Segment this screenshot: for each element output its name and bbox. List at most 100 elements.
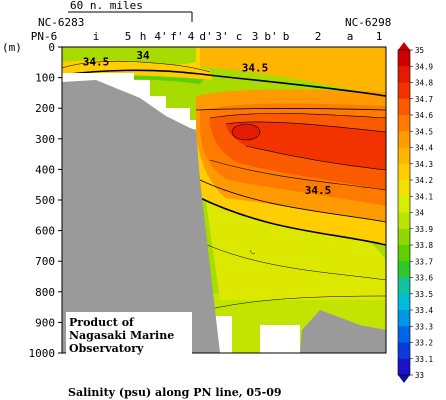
colorbar-swatch xyxy=(398,82,410,100)
colorbar-tick-label: 33.5 xyxy=(415,290,433,299)
station-labels: PN-6 i 5 h 4' f' 4 d' 3' c 3 b' b 2 a 1 xyxy=(31,30,383,43)
colorbar-swatch xyxy=(398,277,410,295)
contour-label: 34.5 xyxy=(242,61,269,74)
colorbar-tick-label: 33.8 xyxy=(415,241,434,250)
station-label: 2 xyxy=(315,30,322,43)
seafloor-topography-east xyxy=(300,310,386,353)
colorbar-tick-label: 33 xyxy=(415,371,424,380)
colorbar-tick-label: 33.1 xyxy=(415,355,433,364)
contour-label: 34.5 xyxy=(305,184,332,197)
contour-value-labels: 34.5 34 34.5 34.5 xyxy=(83,49,332,197)
contour-34-6-lower xyxy=(199,179,386,223)
colorbar-swatch xyxy=(398,50,410,67)
credit-line-1: Product of xyxy=(69,316,135,329)
colorbar-tick-label: 33.9 xyxy=(415,225,433,234)
contour-34-7-lower xyxy=(209,159,386,191)
colorbar-swatch xyxy=(398,228,410,246)
depth-tick-label: 100 xyxy=(35,72,55,85)
colorbar-swatch xyxy=(398,115,410,132)
station-label: h xyxy=(140,30,147,43)
colorbar-swatch xyxy=(398,342,410,360)
contour-34-6-upper xyxy=(195,108,386,111)
colorbar-tick-label: 34.3 xyxy=(415,160,433,169)
depth-tick-label: 600 xyxy=(35,225,55,238)
colorbar-swatch xyxy=(398,310,410,327)
depth-tick-label: 200 xyxy=(35,102,55,115)
y-axis-unit-label: (m) xyxy=(2,41,22,54)
colorbar-tick-label: 35 xyxy=(415,46,424,55)
plot-area xyxy=(62,47,386,353)
plot-frame xyxy=(61,46,387,354)
no-data-mask-trench xyxy=(260,325,300,353)
colorbar-swatch xyxy=(398,98,410,116)
colorbar-swatch xyxy=(398,131,410,148)
depth-tick-labels: 0 100 200 300 400 500 600 700 800 900 1000 xyxy=(29,41,62,360)
station-label: d' xyxy=(199,30,212,43)
colorbar-swatch xyxy=(398,66,410,83)
colorbar-tick-label: 34 xyxy=(415,209,425,218)
contour-34-2 xyxy=(205,295,386,311)
colorbar-swatch xyxy=(398,163,410,181)
contour-34-5-deep xyxy=(195,195,386,246)
credit-line-2: Nagasaki Marine xyxy=(69,329,174,342)
colorbar-tick-label: 34.8 xyxy=(415,79,434,88)
salinity-band-34-8 xyxy=(226,121,386,170)
colorbar-swatch xyxy=(398,326,410,343)
scale-bar-label: 60 n. miles xyxy=(70,0,143,12)
colorbar-tick-label: 34.7 xyxy=(415,95,433,104)
colorbar-swatch xyxy=(398,358,410,376)
contour-eddy xyxy=(249,249,256,255)
colorbar-tick-label: 34.4 xyxy=(415,144,434,153)
station-label: 4' xyxy=(154,30,167,43)
colorbar-swatch xyxy=(398,196,410,213)
contour-34-0-surface xyxy=(62,60,211,73)
station-label: 4 xyxy=(188,30,195,43)
colorbar: 35 34.9 34.8 34.7 34.6 34.5 34.4 34.3 34.2 34.1 34… xyxy=(397,42,434,383)
station-label: b xyxy=(283,30,290,43)
station-label: b' xyxy=(264,30,277,43)
depth-tick-label: 700 xyxy=(35,255,55,268)
contour-34-9 xyxy=(231,123,261,141)
colorbar-tick-label: 34.2 xyxy=(415,176,433,185)
station-label: PN-6 xyxy=(31,30,58,43)
depth-tick-label: 400 xyxy=(35,163,55,176)
colorbar-swatch xyxy=(398,261,410,278)
salinity-core-34-9 xyxy=(232,124,260,140)
depth-tick-label: 800 xyxy=(35,286,55,299)
colorbar-swatch xyxy=(398,212,410,230)
contour-label: 34.5 xyxy=(83,55,110,68)
colorbar-tick-label: 34.9 xyxy=(415,62,433,71)
station-label: c xyxy=(236,30,243,43)
seafloor-topography-west xyxy=(62,80,220,353)
left-end-station-label: NC-6283 xyxy=(38,16,84,29)
colorbar-swatch xyxy=(398,245,410,262)
station-label: a xyxy=(347,30,354,43)
station-label: 1 xyxy=(376,30,383,43)
contour-label: 34 xyxy=(136,49,150,62)
colorbar-max-arrow xyxy=(398,42,410,50)
station-label: 3 xyxy=(252,30,259,43)
colorbar-tick-label: 34.5 xyxy=(415,127,433,136)
right-end-station-label: NC-6298 xyxy=(345,16,391,29)
colorbar-tick-label: 33.4 xyxy=(415,306,434,315)
contour-34-8-upper xyxy=(225,121,386,133)
depth-tick-label: 1000 xyxy=(29,347,56,360)
colorbar-tick-label: 33.6 xyxy=(415,274,434,283)
contour-34-5-surface xyxy=(62,69,386,97)
colorbar-tick-label: 34.6 xyxy=(415,111,434,120)
depth-tick-label: 300 xyxy=(35,133,55,146)
colorbar-tick-label: 33.3 xyxy=(415,322,433,331)
station-label: f' xyxy=(170,30,183,43)
depth-tick-label: 500 xyxy=(35,194,55,207)
station-label: 3' xyxy=(215,30,228,43)
colorbar-tick-label: 33.2 xyxy=(415,339,433,348)
contour-34-8-lower xyxy=(245,145,386,171)
contour-34-7-upper xyxy=(209,113,386,119)
contour-34-3 xyxy=(195,239,386,281)
colorbar-tick-label: 34.1 xyxy=(415,192,433,201)
chart-title: Salinity (psu) along PN line, 05-09 xyxy=(68,386,282,399)
colorbar-swatch xyxy=(398,147,410,165)
depth-tick-label: 900 xyxy=(35,316,55,329)
